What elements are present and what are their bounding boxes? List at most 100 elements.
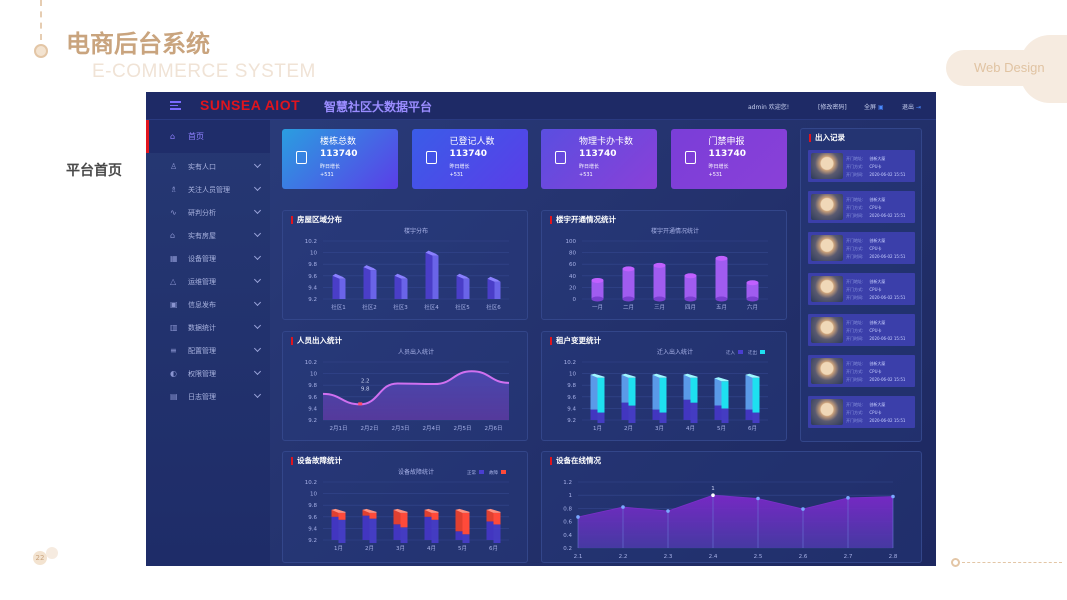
x-tick-label: 三月: [654, 304, 665, 311]
fullscreen-button[interactable]: 全屏 ▣: [864, 102, 884, 111]
card-increase: +531: [579, 172, 593, 178]
record-field: 开门地址: 创新大厦: [846, 156, 886, 161]
stat-card[interactable]: 物理卡办卡数 113740 昨日增长 +531: [541, 129, 657, 189]
bar-segment-side: [369, 512, 377, 519]
sidebar-item[interactable]: ♗ 关注人员管理: [146, 178, 270, 201]
bar-segment-side: [721, 408, 729, 423]
chevron-down-icon[interactable]: [253, 275, 262, 284]
access-record[interactable]: 开门地址: 创新大厦 开门方式: CPU卡 开门时间: 2020-06-02 15:51: [808, 314, 915, 346]
chart-title: 楼宇分布: [404, 227, 428, 235]
chevron-down-icon[interactable]: [253, 160, 262, 169]
bar-segment-side: [597, 377, 605, 413]
card-icon: [425, 151, 437, 164]
bar-segment-side: [462, 512, 470, 535]
record-field: 开门地址: 创新大厦: [846, 279, 886, 284]
bar-segment: [652, 374, 660, 410]
config-icon: ≡: [170, 346, 177, 355]
bar-top: [487, 276, 501, 282]
chevron-down-icon[interactable]: [253, 206, 262, 215]
logout-icon: ⇥: [915, 104, 921, 111]
house-icon: ⌂: [170, 231, 176, 240]
bar-segment-side: [690, 402, 698, 423]
panel-building-open: 楼宇开通情况统计 楼宇开通情况统计 0 20 40 60 80 100 一月 二月 三月 四月 五月 六月: [541, 210, 787, 320]
sidebar-item[interactable]: ⌂ 实有房屋: [146, 224, 270, 247]
card-title: 楼栋总数: [320, 137, 357, 147]
bar: [622, 268, 635, 299]
chevron-down-icon[interactable]: [253, 183, 262, 192]
y-tick-label: 20: [569, 285, 576, 291]
chevron-down-icon[interactable]: [253, 390, 262, 399]
panel-people-flow: 人员出入统计 人员出入统计 9.2 9.4 9.6 9.8 10 10.2 2月1日 2月2日 2月…: [282, 331, 528, 441]
bar-top: [714, 377, 729, 382]
chevron-down-icon[interactable]: [253, 229, 262, 238]
x-tick-label: 2月: [624, 425, 633, 432]
sidebar-item[interactable]: ⌂ 首页: [146, 120, 270, 153]
change-password-link[interactable]: [修改密码]: [818, 104, 847, 111]
card-value: 113740: [449, 149, 488, 159]
stat-card[interactable]: 楼栋总数 113740 昨日增长 +531: [282, 129, 398, 189]
chevron-down-icon[interactable]: [253, 252, 262, 261]
bar-segment: [745, 409, 753, 420]
access-record[interactable]: 开门地址: 创新大厦 开门方式: CPU卡 开门时间: 2020-06-02 15:51: [808, 232, 915, 264]
y-tick-label: 1: [569, 493, 573, 499]
card-icon: [296, 151, 307, 164]
sidebar-item[interactable]: ♙ 实有人口: [146, 155, 270, 178]
x-tick-label: 2月1日: [330, 425, 348, 432]
bar-base: [746, 296, 759, 302]
device-icon: ▦: [170, 254, 178, 263]
record-field: 开门时间: 2020-06-02 15:51: [846, 377, 906, 382]
access-record[interactable]: 开门地址: 创新大厦 开门方式: CPU卡 开门时间: 2020-06-02 15:51: [808, 150, 915, 182]
y-tick-label: 40: [569, 274, 576, 280]
access-record[interactable]: 开门地址: 创新大厦 开门方式: CPU卡 开门时间: 2020-06-02 15:51: [808, 191, 915, 223]
y-tick-label: 9.2: [567, 418, 576, 424]
sidebar-item-label: 实有房屋: [188, 231, 216, 240]
bar-segment-side: [597, 412, 605, 423]
bar-segment: [683, 374, 691, 400]
chevron-down-icon[interactable]: [253, 321, 262, 330]
chart-device-fault: 设备故障统计 9.2 9.4 9.6 9.8 10 10.2 1月 2月 3月 4月 5月 6月 正常 故障: [305, 468, 509, 552]
logout-label: 退出: [902, 104, 915, 111]
sidebar-item[interactable]: ∿ 研判分析: [146, 201, 270, 224]
sidebar-item[interactable]: ▦ 设备管理: [146, 247, 270, 270]
series-line: [322, 370, 510, 406]
record-photo: [811, 153, 843, 179]
sidebar-item[interactable]: ▤ 日志管理: [146, 385, 270, 408]
y-tick-label: 10: [310, 372, 317, 378]
bar: [456, 275, 464, 299]
bar: [487, 278, 495, 299]
menu-icon[interactable]: [170, 101, 181, 110]
stat-card[interactable]: 已登记人数 113740 昨日增长 +531: [411, 129, 528, 189]
logout-button[interactable]: 退出 ⇥: [902, 102, 921, 111]
chevron-down-icon[interactable]: [253, 298, 262, 307]
x-tick-label: 社区1: [331, 303, 346, 311]
legend-swatch: [738, 350, 743, 354]
bar: [684, 275, 697, 299]
card-icon: [555, 151, 566, 164]
record-photo: [811, 317, 843, 343]
access-record[interactable]: 开门地址: 创新大厦 开门方式: CPU卡 开门时间: 2020-06-02 15:51: [808, 355, 915, 387]
y-tick-label: 100: [566, 239, 577, 245]
sidebar-item[interactable]: ≡ 配置管理: [146, 339, 270, 362]
stat-card[interactable]: 门禁申报 113740 昨日增长 +531: [670, 129, 787, 189]
card-sub-label: 昨日增长: [449, 164, 470, 170]
chevron-down-icon[interactable]: [253, 367, 262, 376]
bar-segment: [393, 524, 401, 540]
users-icon: ♗: [170, 185, 178, 194]
access-record[interactable]: 开门地址: 创新大厦 开门方式: CPU卡 开门时间: 2020-06-02 15:51: [808, 396, 915, 428]
sidebar-item[interactable]: △ 运维管理: [146, 270, 270, 293]
sidebar-item[interactable]: ◐ 权限管理: [146, 362, 270, 385]
legend-swatch: [760, 350, 765, 354]
chart-title: 楼宇开通情况统计: [651, 227, 699, 235]
legend-swatch: [501, 470, 506, 474]
chevron-down-icon[interactable]: [253, 344, 262, 353]
y-tick-label: 0.2: [563, 546, 572, 552]
chart-building-distribution: 楼宇分布 9.2 9.4 9.6 9.8 10 10.2 社区1 社区2 社区3 社区4 社区5 社区6: [305, 227, 509, 311]
panel-title: 出入记录: [809, 134, 845, 142]
bar-cap: [715, 255, 728, 261]
access-record[interactable]: 开门地址: 创新大厦 开门方式: CPU卡 开门时间: 2020-06-02 15:51: [808, 273, 915, 305]
sidebar-item[interactable]: ▥ 数据统计: [146, 316, 270, 339]
bar-segment-side: [369, 518, 377, 543]
sidebar-item[interactable]: ▣ 信息发布: [146, 293, 270, 316]
card-title: 已登记人数: [449, 137, 495, 147]
decor-circle: [34, 44, 48, 58]
